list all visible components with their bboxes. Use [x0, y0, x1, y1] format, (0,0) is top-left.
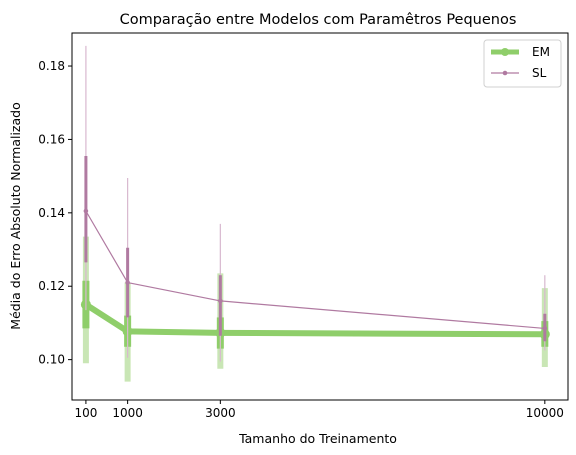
data-point-sl — [542, 326, 548, 331]
legend-label-sl: SL — [532, 66, 547, 80]
x-tick-label: 3000 — [205, 406, 236, 420]
legend-marker-sl — [502, 70, 508, 76]
x-axis-label: Tamanho do Treinamento — [238, 431, 397, 446]
y-axis: 0.10 0.12 0.14 0.16 0.18 — [38, 59, 72, 367]
y-tick-label: 0.16 — [38, 132, 65, 146]
data-point-sl — [125, 280, 130, 285]
x-tick-label: 10000 — [526, 406, 564, 420]
x-axis: 100 1000 3000 10000 — [74, 400, 564, 420]
y-tick-label: 0.14 — [38, 206, 65, 220]
legend-marker-em — [501, 48, 509, 56]
series-line-em — [84, 302, 545, 338]
y-tick-label: 0.10 — [38, 353, 65, 367]
data-point-sl — [218, 298, 223, 304]
axes-frame — [71, 32, 569, 401]
y-axis-label: Média do Erro Absoluto Normalizado — [8, 102, 23, 329]
x-tick-label: 1000 — [112, 406, 143, 420]
data-point-sl — [83, 208, 89, 214]
plot-area — [80, 45, 550, 382]
x-tick-label: 100 — [74, 406, 97, 420]
series-line-sl — [85, 210, 545, 330]
legend: EM SL — [483, 39, 562, 88]
chart-title: Comparação entre Modelos com Paramêtros … — [120, 12, 517, 28]
y-tick-label: 0.18 — [38, 59, 65, 73]
y-tick-label: 0.12 — [38, 279, 65, 293]
legend-label-em: EM — [532, 45, 550, 59]
